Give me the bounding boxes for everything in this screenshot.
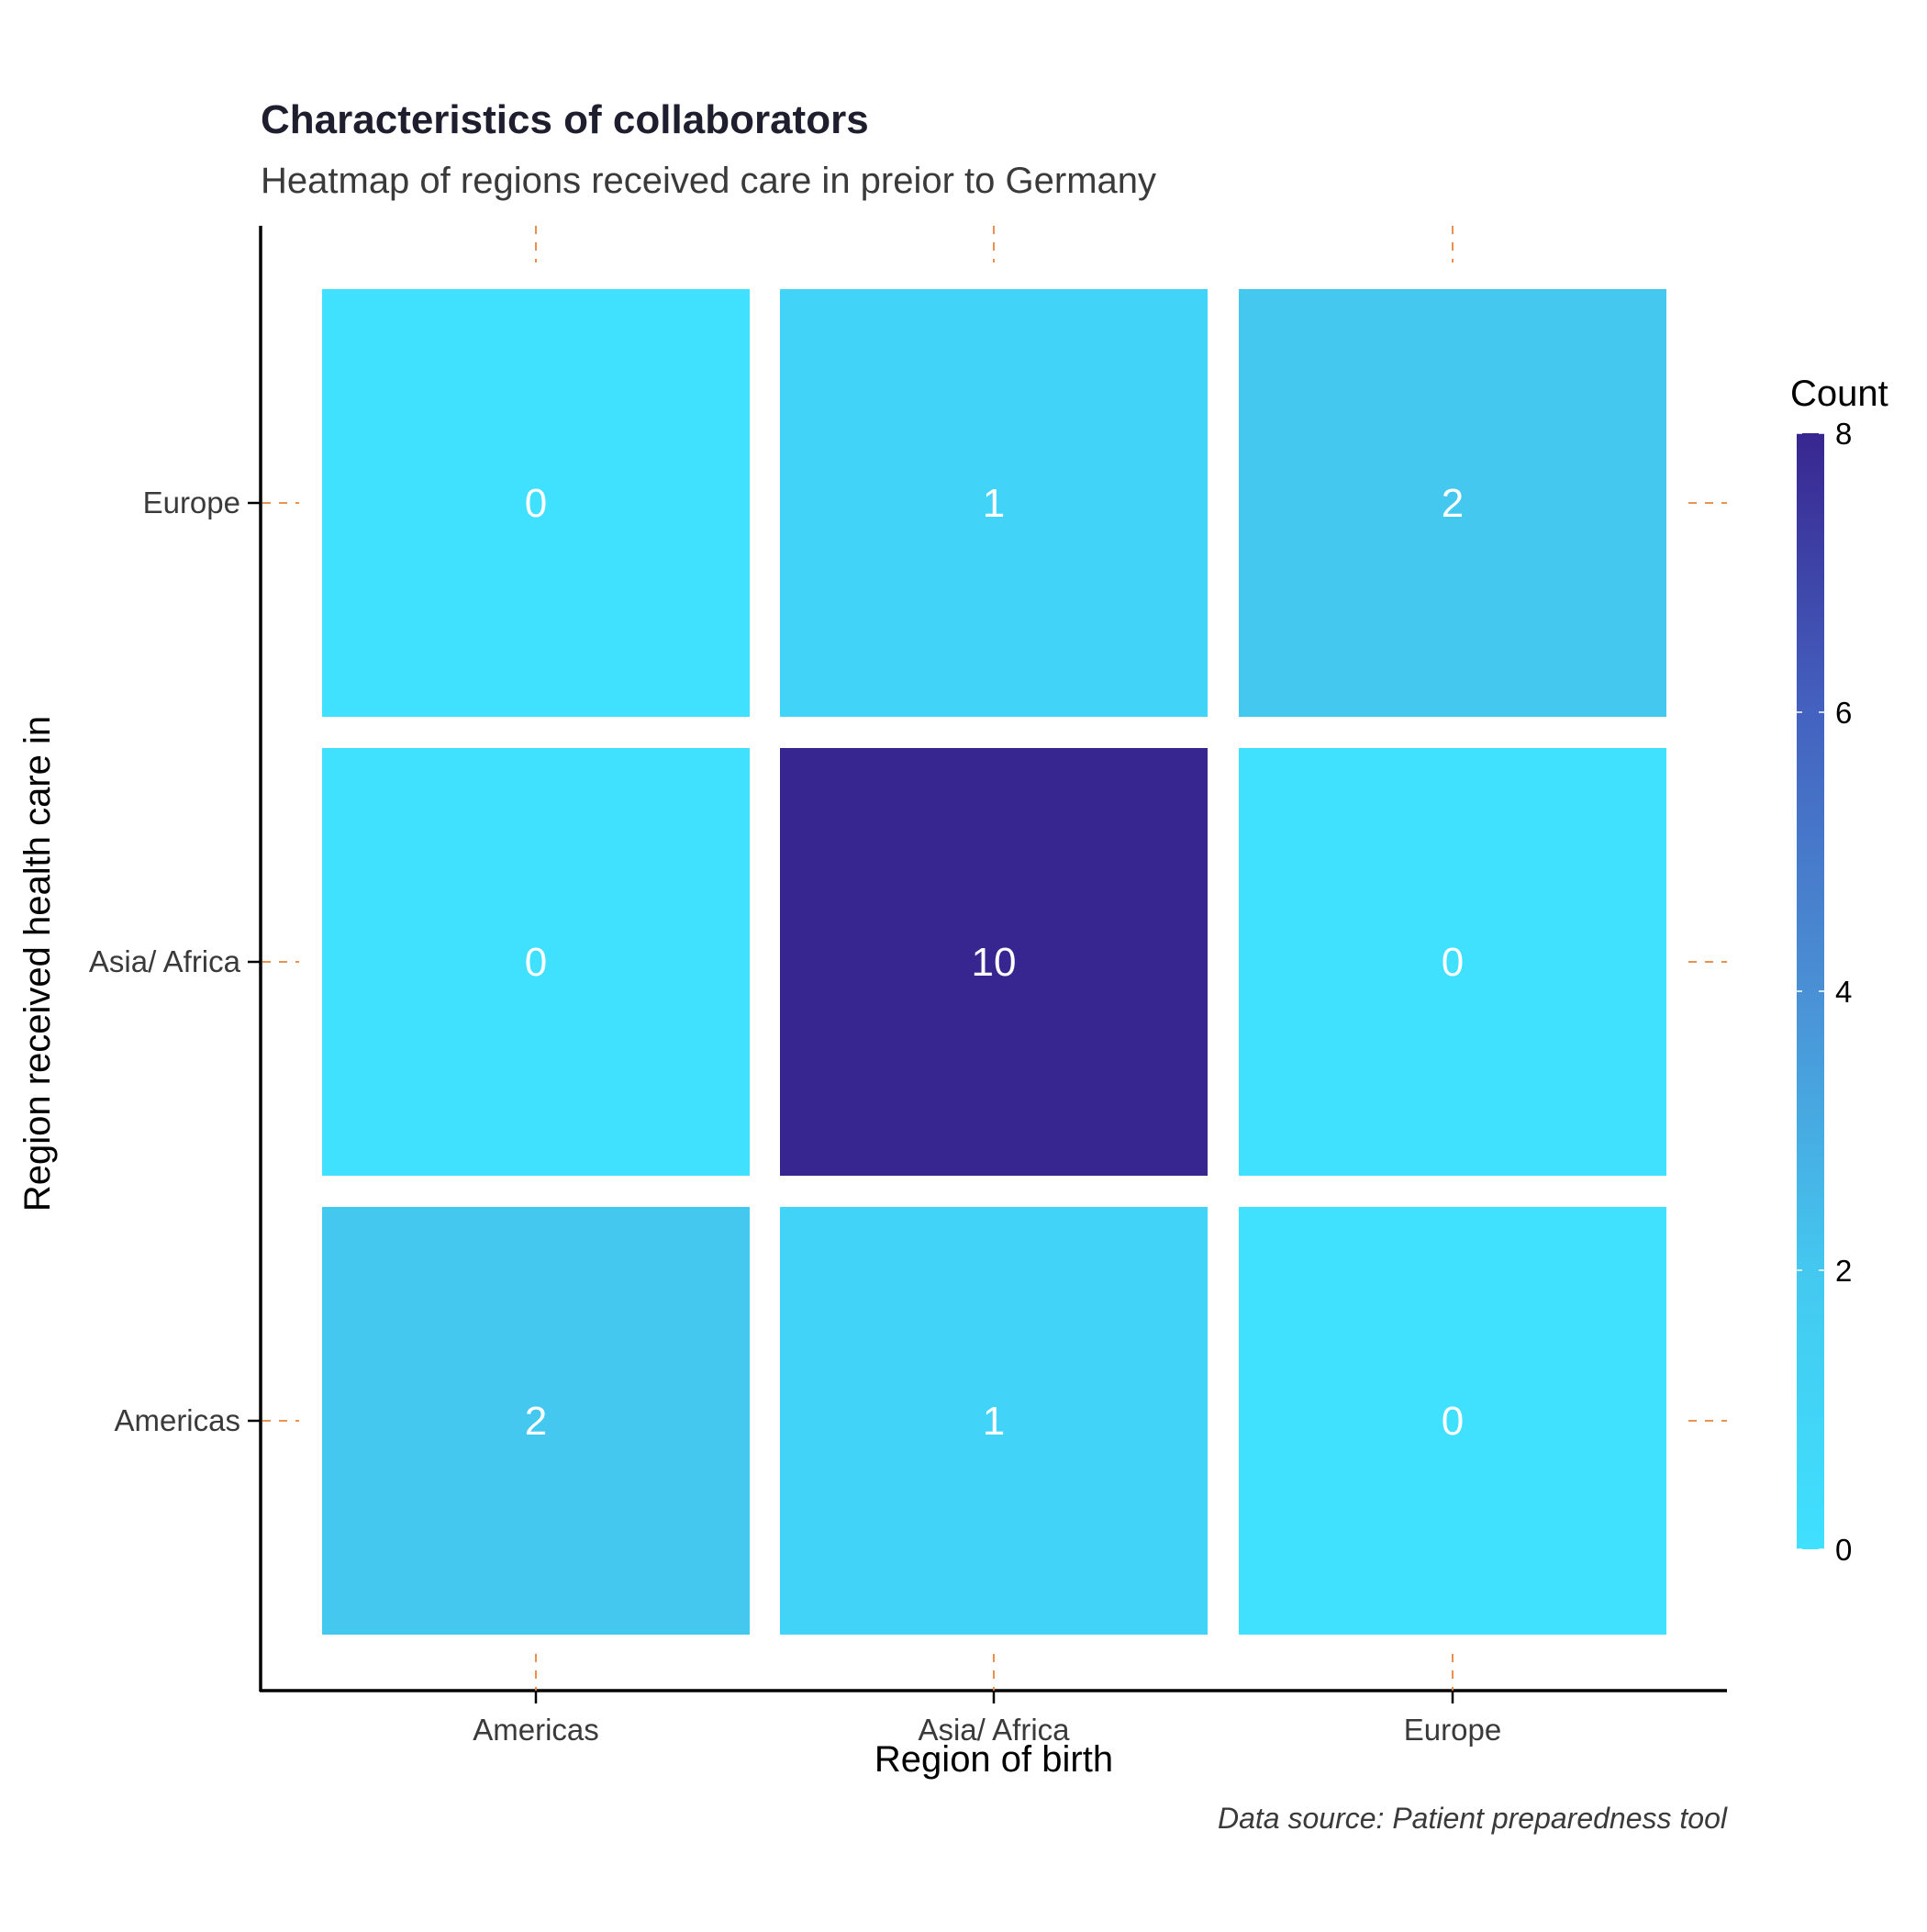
x-tick-label: Americas <box>473 1713 599 1747</box>
cell-value-label: 10 <box>972 940 1017 985</box>
y-tick-label: Americas <box>114 1403 240 1437</box>
legend-tick-label: 2 <box>1835 1254 1852 1288</box>
legend-tick-label: 4 <box>1835 975 1852 1009</box>
x-tick-label: Europe <box>1404 1713 1501 1747</box>
cell-value-label: 0 <box>525 940 547 985</box>
cell-value-label: 0 <box>1442 940 1464 985</box>
x-tick-label: Asia/ Africa <box>918 1713 1070 1747</box>
chart-subtitle: Heatmap of regions received care in prei… <box>261 161 1156 201</box>
legend-tick-label: 8 <box>1835 417 1852 451</box>
chart-axes: Americas Asia/ Africa Europe Americas Asia/ … <box>89 226 1727 1747</box>
heatmap-cell <box>322 748 750 1176</box>
heatmap-cell <box>780 1207 1208 1635</box>
heatmap-cell <box>780 289 1208 717</box>
legend-tick-label: 6 <box>1835 696 1852 730</box>
heatmap-cell <box>780 748 1208 1176</box>
y-tick-label: Asia/ Africa <box>89 944 241 978</box>
chart-caption: Data source: Patient preparedness tool <box>1218 1802 1728 1835</box>
cell-value-label: 0 <box>525 481 547 526</box>
y-axis-label: Region received health care in <box>17 716 58 1212</box>
cell-value-label: 2 <box>1442 481 1464 526</box>
legend-tick-label: 0 <box>1835 1533 1852 1567</box>
cell-value-label: 1 <box>983 1399 1005 1444</box>
cell-value-label: 1 <box>983 481 1005 526</box>
cell-value-label: 0 <box>1442 1399 1464 1444</box>
color-legend: 0 2 4 6 8 <box>1797 417 1852 1567</box>
heatmap-cell <box>322 289 750 717</box>
chart-title: Characteristics of collaborators <box>261 97 869 142</box>
x-axis-label: Region of birth <box>874 1739 1113 1780</box>
heatmap-cell <box>1239 748 1666 1176</box>
heatmap-cells: 0 1 20 10 02 1 0 <box>322 289 1666 1635</box>
legend-title: Count <box>1790 374 1888 414</box>
heatmap-cell <box>1239 289 1666 717</box>
heatmap-cell <box>1239 1207 1666 1635</box>
cell-value-label: 2 <box>525 1399 547 1444</box>
y-tick-label: Europe <box>143 486 240 519</box>
heatmap-cell <box>322 1207 750 1635</box>
